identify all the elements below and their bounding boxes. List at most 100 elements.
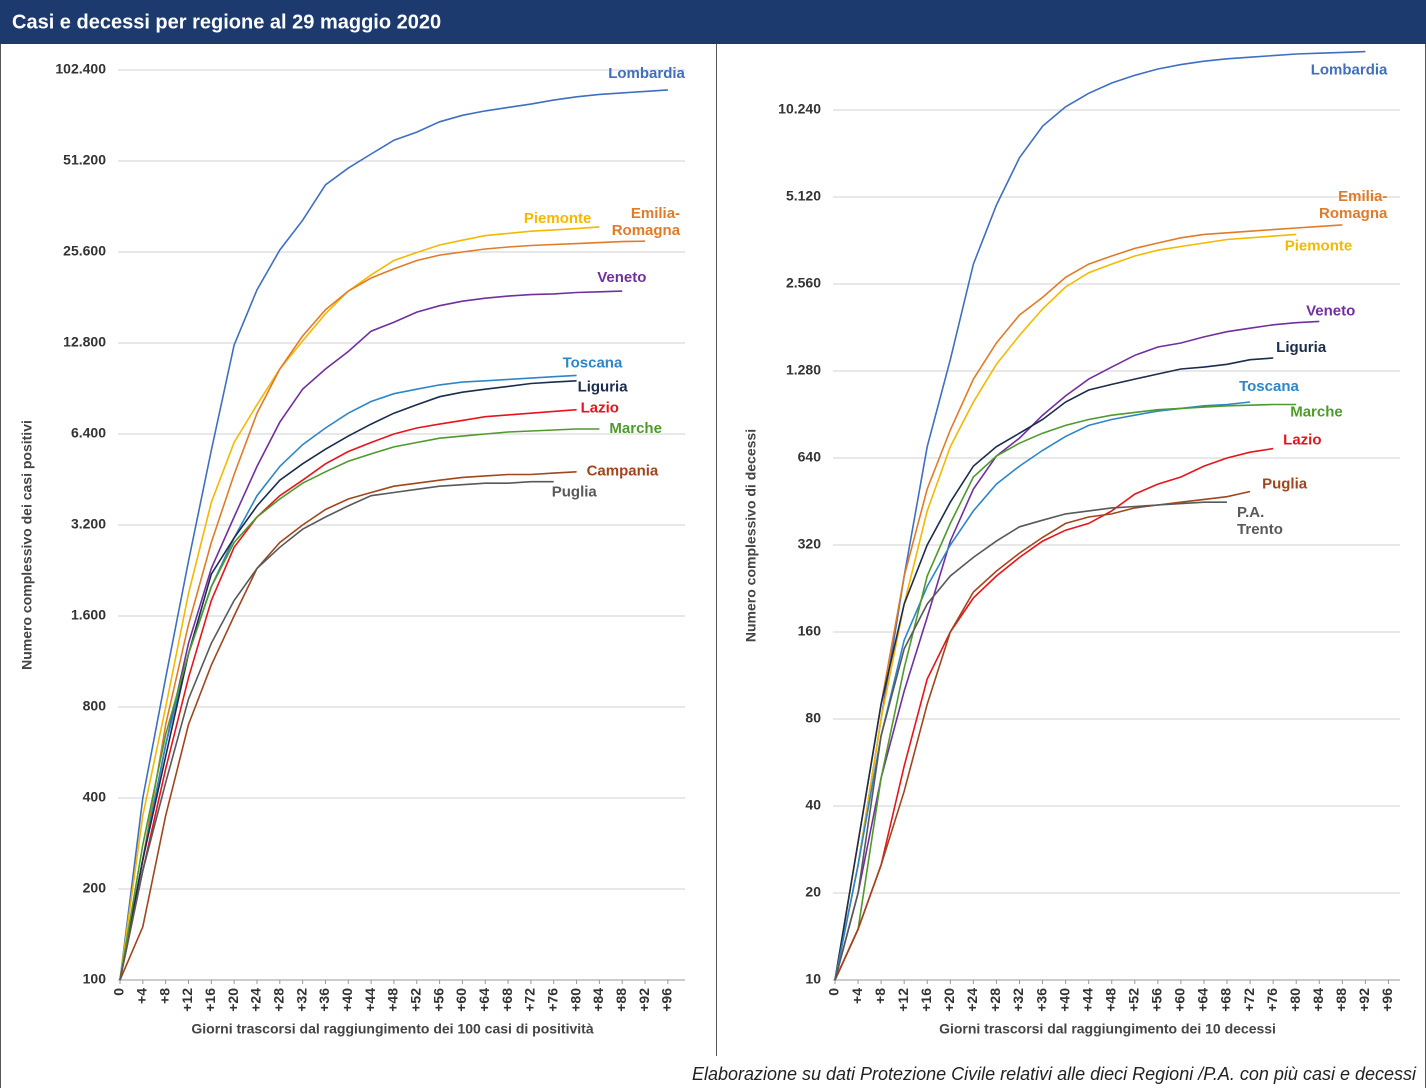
x-tick-label: +92 [636,988,652,1012]
y-tick-label: 160 [798,623,822,639]
series-line [834,501,1227,981]
x-tick-label: +20 [941,988,957,1012]
series-line [119,240,646,981]
x-tick-label: +16 [918,988,934,1012]
series-line [834,357,1274,981]
x-tick-label: +40 [339,988,355,1012]
series-label: P.A. Trento [1237,504,1283,538]
x-tick-label: 0 [111,988,127,996]
x-tick-label: +76 [1264,988,1280,1012]
x-tick-label: +28 [987,988,1003,1012]
series-label: Puglia [1262,475,1308,492]
x-tick-label: +72 [1241,988,1257,1012]
x-tick-label: +52 [1125,988,1141,1012]
x-tick-label: +8 [872,988,888,1004]
x-tick-label: 0 [826,988,842,996]
series-line [119,380,577,981]
y-tick-label: 20 [805,884,821,900]
y-tick-label: 1.600 [71,607,106,623]
x-tick-label: +68 [499,988,515,1012]
series-line [834,233,1297,981]
x-tick-label: +64 [1195,988,1211,1012]
series-label: Lazio [581,400,619,417]
y-tick-label: 12.800 [63,334,106,350]
y-tick-label: 3.200 [71,516,106,532]
y-tick-label: 400 [83,789,107,805]
x-tick-label: +72 [522,988,538,1012]
y-tick-label: 51.200 [63,152,106,168]
y-tick-label: 25.600 [63,243,106,259]
y-tick-label: 800 [83,698,107,714]
series-label: Liguria [578,379,629,396]
series-line [119,480,554,981]
x-tick-label: +4 [134,988,150,1004]
x-axis-title: Giorni trascorsi dal raggiungimento dei … [191,1021,593,1037]
x-tick-label: +8 [156,988,172,1004]
x-tick-label: +12 [895,988,911,1012]
series-label: Toscana [1239,378,1299,395]
y-tick-label: 1.280 [786,362,821,378]
x-tick-label: +20 [225,988,241,1012]
x-tick-label: +76 [544,988,560,1012]
x-axis-title: Giorni trascorsi dal raggiungimento dei … [939,1021,1276,1037]
series-line [834,50,1366,981]
x-tick-label: +32 [1010,988,1026,1012]
y-tick-label: 5.120 [786,188,821,204]
series-line [834,490,1251,981]
x-tick-label: +48 [1102,988,1118,1012]
y-tick-label: 10.240 [778,101,821,117]
x-tick-label: +92 [1356,988,1372,1012]
y-tick-label: 6.400 [71,425,106,441]
x-tick-label: +32 [293,988,309,1012]
y-axis-title: Numero complessivo dei casi positivi [19,420,35,670]
x-tick-label: +56 [1149,988,1165,1012]
x-tick-label: +4 [849,988,865,1004]
series-label: Lombardia [1311,62,1388,79]
x-tick-label: +48 [385,988,401,1012]
page-title: Casi e decessi per regione al 29 maggio … [12,11,441,33]
series-label: Campania [587,463,659,480]
x-tick-label: +44 [1079,988,1095,1012]
x-tick-label: +16 [202,988,218,1012]
series-label: Piemonte [524,210,592,227]
series-line [119,89,668,981]
x-tick-label: +64 [476,988,492,1012]
series-line [119,428,600,981]
x-tick-label: +60 [453,988,469,1012]
x-tick-label: +96 [1379,988,1395,1012]
x-tick-label: +80 [1287,988,1303,1012]
series-label: Emilia-Romagna [1319,188,1388,222]
x-tick-label: +88 [1333,988,1349,1012]
series-label: Veneto [597,269,646,286]
x-tick-label: +84 [1310,988,1326,1012]
y-axis-title: Numero complessivo di decessi [743,429,759,642]
y-tick-label: 80 [805,710,821,726]
series-label: Marche [1290,403,1343,420]
x-tick-label: +56 [430,988,446,1012]
series-label: Liguria [1276,339,1327,356]
series-label: Veneto [1306,302,1355,319]
series-line [119,408,577,981]
x-tick-label: +80 [567,988,583,1012]
x-tick-label: +24 [248,988,264,1012]
x-tick-label: +40 [1056,988,1072,1012]
series-line [834,447,1274,981]
series-line [834,403,1297,981]
series-line [119,471,577,981]
series-label: Puglia [552,484,598,501]
series-line [119,290,623,981]
series-label: Emilia-Romagna [612,205,681,239]
x-tick-label: +44 [362,988,378,1012]
y-tick-label: 2.560 [786,275,821,291]
x-tick-label: +60 [1172,988,1188,1012]
x-tick-label: +68 [1218,988,1234,1012]
y-tick-label: 10 [805,971,821,987]
y-tick-label: 102.400 [55,61,106,77]
y-tick-label: 100 [83,971,107,987]
series-line [834,320,1320,981]
series-label: Lombardia [608,65,685,82]
series-line [119,226,600,981]
y-tick-label: 40 [805,797,821,813]
x-tick-label: +52 [407,988,423,1012]
